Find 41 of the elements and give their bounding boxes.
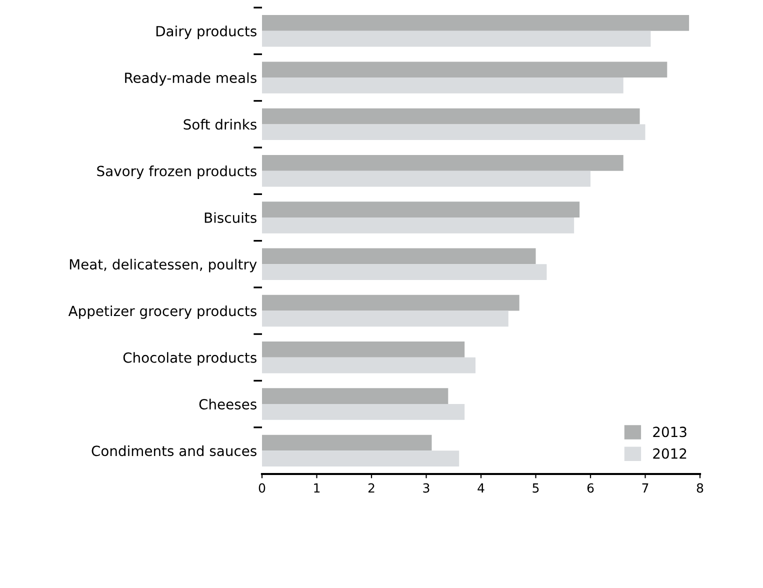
bar: [262, 124, 646, 140]
y-tick-label: Biscuits: [204, 212, 256, 223]
y-tick-label: Savory frozen products: [97, 166, 256, 180]
bar: [262, 217, 574, 234]
y-tick-label: Ready-made meals: [125, 72, 256, 86]
bar: [262, 342, 465, 358]
bar: [262, 78, 624, 94]
bar: [262, 264, 547, 280]
bar: [262, 357, 476, 374]
y-tick-label: Cheeses: [199, 398, 256, 410]
bar: [262, 30, 651, 47]
y-tick-label: Appetizer grocery products: [68, 305, 256, 319]
y-tick-label: Chocolate products: [123, 352, 256, 366]
x-tick-label: 3: [423, 483, 430, 493]
y-tick-label: Soft drinks: [184, 118, 256, 130]
x-tick-label: 4: [478, 483, 484, 493]
bar: [262, 248, 536, 264]
bar: [262, 404, 465, 420]
bar: [262, 15, 690, 31]
x-tick-label: 6: [587, 483, 594, 493]
x-tick-label: 8: [696, 483, 704, 493]
bar: [262, 108, 640, 124]
legend-label: 2012: [653, 448, 686, 459]
y-tick-label: Dairy products: [156, 26, 256, 40]
x-tick-label: 5: [532, 483, 539, 493]
y-tick-label: Meat, delicatessen, poultry: [70, 258, 257, 272]
x-tick-label: 0: [258, 483, 266, 493]
y-tick-label: Condiments and sauces: [92, 445, 256, 456]
x-tick-label: 2: [368, 483, 374, 493]
bar: [262, 434, 432, 451]
bar: [262, 62, 668, 78]
bar: [262, 170, 590, 187]
bar: [262, 310, 508, 327]
x-tick-label: 7: [642, 483, 648, 493]
bar: [262, 154, 624, 171]
bar: [262, 450, 460, 467]
bar: [262, 388, 448, 404]
x-tick-label: 1: [314, 483, 320, 493]
bar: [262, 294, 520, 311]
bar: [262, 202, 580, 218]
legend-label: 2013: [653, 426, 686, 438]
